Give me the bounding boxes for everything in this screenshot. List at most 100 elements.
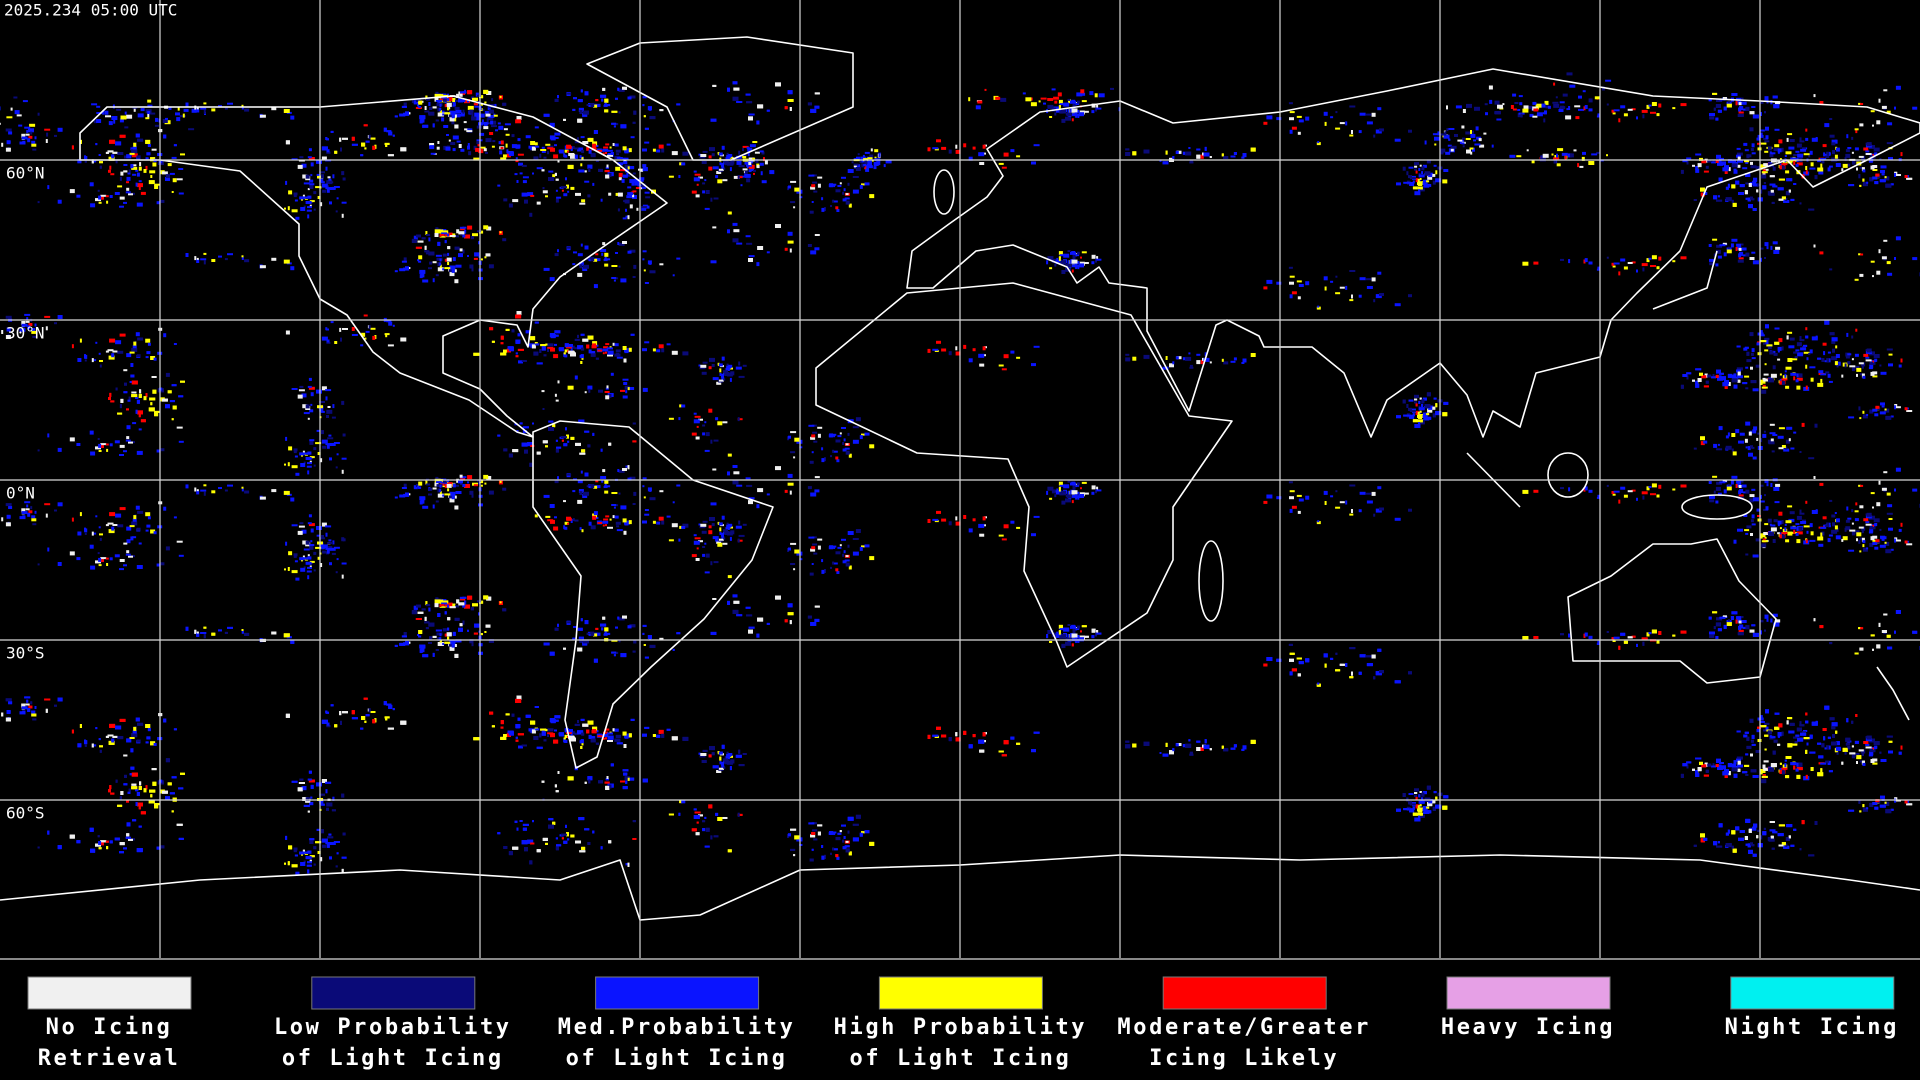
icing-pixel (1728, 167, 1731, 172)
icing-pixel (615, 504, 619, 507)
icing-pixel (627, 96, 632, 100)
icing-pixel (1709, 116, 1715, 120)
icing-pixel (1529, 113, 1534, 117)
icing-pixel (698, 364, 701, 367)
icing-pixel (124, 111, 127, 115)
icing-pixel (578, 107, 584, 112)
icing-pixel (1855, 502, 1858, 506)
icing-pixel (708, 408, 713, 413)
icing-pixel (715, 538, 719, 542)
icing-pixel (1751, 488, 1756, 491)
icing-pixel (580, 243, 583, 247)
icing-pixel (303, 412, 310, 415)
icing-pixel (285, 140, 290, 145)
icing-pixel (1904, 540, 1908, 544)
icing-pixel (428, 112, 432, 115)
icing-pixel (1068, 99, 1071, 104)
icing-pixel (564, 354, 568, 358)
icing-pixel (1894, 257, 1896, 260)
icing-pixel (6, 327, 11, 332)
icing-pixel (605, 395, 610, 400)
icing-pixel (518, 360, 523, 364)
icing-pixel (1289, 117, 1294, 121)
icing-pixel (605, 343, 610, 346)
icing-pixel (1242, 153, 1247, 157)
icing-pixel (627, 215, 630, 220)
icing-pixel (288, 446, 293, 451)
icing-pixel (77, 531, 82, 536)
icing-pixel (830, 566, 832, 569)
icing-pixel (541, 146, 545, 149)
icing-pixel (632, 194, 635, 198)
icing-pixel (1065, 116, 1071, 121)
icing-pixel (137, 183, 143, 188)
icing-pixel (449, 235, 456, 237)
icing-pixel (725, 157, 730, 161)
icing-pixel (295, 216, 300, 220)
icing-pixel (420, 499, 425, 504)
icing-pixel (1648, 486, 1652, 488)
icing-pixel (614, 343, 619, 347)
icing-pixel (143, 169, 147, 172)
icing-pixel (719, 532, 722, 535)
icing-pixel (601, 98, 604, 102)
icing-pixel (1047, 104, 1054, 109)
icing-pixel (606, 164, 609, 168)
icing-pixel (536, 167, 543, 170)
icing-pixel (1745, 197, 1748, 200)
icing-pixel (309, 204, 312, 207)
icing-pixel (470, 236, 474, 240)
icing-pixel (1737, 375, 1743, 379)
icing-pixel (1801, 422, 1805, 427)
icing-pixel (1724, 380, 1729, 384)
icing-pixel (326, 549, 330, 554)
icing-pixel (1067, 250, 1071, 253)
icing-pixel (1784, 155, 1787, 157)
icing-pixel (702, 182, 706, 185)
icing-pixel (810, 186, 816, 190)
icing-pixel (131, 380, 138, 385)
icing-pixel (1717, 376, 1723, 381)
icing-pixel (447, 252, 450, 256)
icing-pixel (1330, 116, 1334, 119)
icing-pixel (747, 147, 753, 152)
icing-pixel (301, 163, 307, 168)
icing-pixel (642, 148, 647, 152)
icing-pixel (1056, 106, 1059, 109)
icing-pixel (1491, 144, 1494, 148)
icing-pixel (753, 172, 755, 175)
icing-pixel (678, 175, 681, 178)
icing-pixel (1872, 539, 1878, 542)
icing-pixel (558, 347, 564, 352)
icing-pixel (577, 137, 579, 141)
icing-pixel (503, 198, 508, 202)
icing-pixel (693, 540, 700, 545)
icing-pixel (1851, 335, 1854, 339)
icing-pixel (1072, 485, 1076, 490)
icing-pixel (521, 442, 528, 447)
icing-pixel (1806, 357, 1809, 361)
icing-pixel (572, 490, 576, 493)
icing-pixel (1241, 362, 1245, 364)
icing-pixel (307, 156, 312, 159)
icing-pixel (1305, 281, 1310, 286)
icing-pixel (1841, 168, 1844, 172)
icing-pixel (298, 525, 305, 528)
icing-pixel (139, 389, 142, 394)
icing-pixel (1514, 102, 1519, 104)
icing-pixel (200, 258, 207, 261)
icing-pixel (305, 457, 312, 460)
icing-pixel (1770, 189, 1774, 193)
icing-pixel (632, 276, 636, 278)
icing-pixel (305, 540, 310, 545)
icing-pixel (439, 98, 445, 101)
icing-pixel (126, 425, 131, 430)
icing-pixel (1809, 366, 1816, 369)
icing-pixel (1858, 362, 1864, 365)
icing-pixel (972, 518, 976, 522)
icing-pixel (316, 429, 320, 432)
icing-pixel (150, 356, 156, 360)
icing-pixel (1774, 327, 1780, 330)
icing-pixel (622, 378, 629, 381)
icing-pixel (108, 529, 115, 534)
